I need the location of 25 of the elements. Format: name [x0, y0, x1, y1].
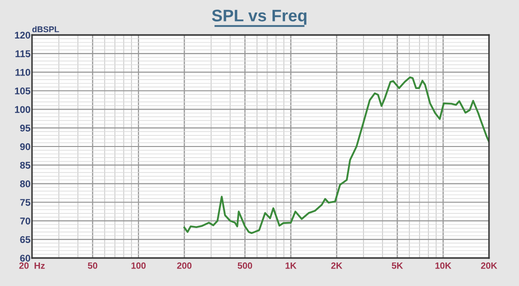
y-axis-title: dBSPL: [32, 26, 60, 32]
y-tick-label: 95: [20, 124, 30, 132]
y-tick-label: 60: [20, 254, 30, 262]
y-tick-label: 120: [15, 32, 30, 39]
y-tick-label: 70: [20, 218, 30, 224]
y-tick-label: 65: [20, 236, 30, 244]
x-tick-label: 500: [238, 262, 252, 269]
y-tick-label: 80: [20, 180, 30, 188]
x-tick-label: 1K: [286, 262, 296, 269]
x-tick-label: 20K: [481, 262, 498, 269]
x-tick-label: 200: [177, 262, 192, 269]
y-tick-label: 75: [20, 199, 30, 206]
x-tick-label: 2K: [331, 262, 342, 269]
x-tick-label: 5K: [392, 262, 403, 269]
y-tick-label: 85: [20, 162, 30, 169]
x-tick-label: 10K: [435, 262, 452, 269]
x-tick-label: 100: [132, 262, 146, 269]
chart-title: SPL vs Freq: [212, 10, 306, 25]
x-tick-label: 20 Hz: [19, 262, 45, 269]
y-tick-label: 110: [16, 68, 30, 76]
x-tick-label: 50: [88, 262, 98, 269]
y-tick-label: 100: [15, 106, 30, 113]
y-tick-label: 115: [16, 50, 30, 58]
y-tick-label: 90: [20, 143, 30, 150]
y-tick-label: 105: [15, 87, 30, 94]
